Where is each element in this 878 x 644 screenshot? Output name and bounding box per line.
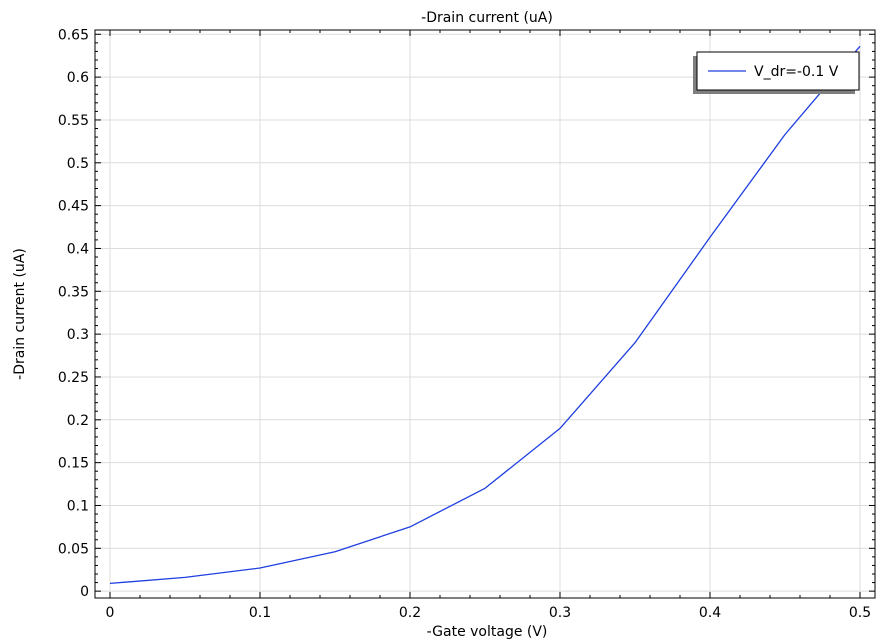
series-line [109, 45, 861, 585]
y-tick-label: 0.5 [67, 156, 89, 172]
y-tick-label: 0.55 [58, 113, 89, 129]
x-tick-label: 0.1 [249, 605, 271, 621]
y-tick-label: 0.3 [67, 327, 89, 343]
legend-entry-label: V_dr=-0.1 V [754, 64, 839, 80]
y-tick-label: 0.35 [58, 284, 89, 300]
series-layer [109, 45, 861, 585]
y-tick-label: 0.25 [58, 370, 89, 386]
legend[interactable]: V_dr=-0.1 V [693, 51, 860, 94]
x-tick-label: 0.3 [549, 605, 571, 621]
y-axis-label: -Drain current (uA) [12, 248, 28, 380]
y-tick-label: 0.15 [58, 456, 89, 472]
x-tick-label: 0.4 [699, 605, 721, 621]
grid [95, 30, 875, 598]
plot-frame [94, 29, 876, 599]
ticks [95, 30, 875, 598]
y-tick-label: 0.65 [58, 27, 89, 43]
y-tick-label: 0.1 [67, 498, 89, 514]
tick-labels: 0 0.1 0.2 0.3 0.4 0.5 0 0.05 0.1 0.15 0.2 0.25 0.3 0.… [58, 27, 871, 621]
x-tick-label: 0 [106, 605, 115, 621]
x-axis-label: -Gate voltage (V) [427, 624, 548, 640]
y-tick-label: 0.05 [58, 541, 89, 557]
y-tick-label: 0.4 [67, 241, 89, 257]
y-tick-label: 0.2 [67, 413, 89, 429]
chart-title: -Drain current (uA) [421, 10, 553, 26]
y-tick-label: 0 [80, 584, 89, 600]
y-tick-label: 0.45 [58, 199, 89, 215]
y-tick-label: 0.6 [67, 70, 89, 86]
x-tick-label: 0.5 [849, 605, 871, 621]
x-tick-label: 0.2 [399, 605, 421, 621]
